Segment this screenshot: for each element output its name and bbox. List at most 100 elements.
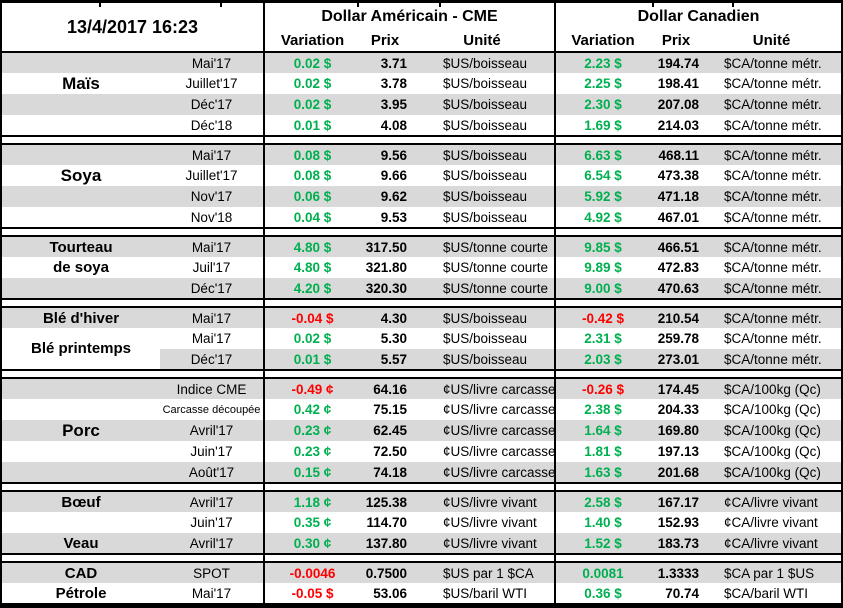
us-price-value: 4.30 [360,307,410,328]
ca-price-value: 468.11 [650,144,703,165]
table-row: Nov'17 0.06 $9.62 $US/boisseau 5.92 $471.18… [2,186,841,207]
ca-variation-value: 9.00 $ [554,278,651,299]
commodity-label: Soya [60,165,102,185]
contract-label: Déc'17 [160,349,264,370]
group-gap-cell [554,369,841,379]
ca-price-value: 197.13 [657,444,700,459]
commodity-label: Blé printemps [2,328,160,370]
ca-price-value: 214.03 [657,117,700,133]
us-price-value: 4.08 [380,117,407,133]
ca-price-value: 473.38 [657,168,700,183]
ca-unit-label: $CA/tonne métr. [724,331,822,346]
ca-unit-label: $CA/tonne métr. [702,52,841,73]
us-price-value: 72.50 [373,444,407,459]
table-row: Juin'17 0.35 ¢ 114.70 ¢US/livre vivant 1.40 … [2,512,841,533]
header-row-titles: 13/4/2017 16:23 Dollar Américain - CME D… [2,3,841,53]
us-variation-value: 4.80 $ [263,236,360,257]
usd-prix-header: Prix [360,30,410,53]
ca-unit-label: $CA/tonne métr. [702,186,841,207]
table-row: Tourteau Mai'17 4.80 $317.50 $US/tonne cour… [2,236,841,257]
us-unit-label: ¢US/livre vivant [410,533,556,554]
ca-unit-label: $CA/100kg (Qc) [702,462,841,483]
ca-price-value: 70.74 [665,586,700,601]
ca-unit-label: $CA/tonne métr. [724,209,822,225]
us-variation-value: 0.08 $ [263,144,360,165]
us-unit-label: $US/boisseau [410,94,556,115]
contract-label: Nov'17 [160,186,264,207]
group-gap-cell [554,135,841,145]
us-price-value: 125.38 [360,491,410,512]
contract-label: Août'17 [160,462,264,483]
us-unit-label: ¢US/livre carcasse [410,462,556,483]
table-row: Blé d'hiver Mai'17 -0.04 $4.30 $US/boisseau… [2,307,841,328]
ca-unit-label: $CA/tonne métr. [702,278,841,299]
ca-variation-value: 5.92 $ [554,186,651,207]
group-gap [2,369,841,379]
ca-price-value: 471.18 [650,186,703,207]
us-price-value: 9.53 [380,209,407,225]
us-price-value: 114.70 [366,515,407,530]
table-row: Août'17 0.15 ¢ 74.18 ¢US/livre carcasse 1.63… [2,462,841,483]
commodity-label: CAD [2,562,160,583]
table-row: Déc'17 4.20 $320.30 $US/tonne courte 9.00 $… [2,278,841,299]
commodity-label [2,115,160,136]
ca-price-value: 169.80 [650,420,703,441]
us-unit-label: ¢US/livre carcasse [443,402,556,417]
usd-section-title: Dollar Américain - CME [262,3,556,30]
ca-unit-label: $CA/tonne métr. [702,349,841,370]
ca-variation-value: 0.0081 [554,562,651,583]
ca-variation-value: 1.63 $ [554,462,651,483]
ca-variation-value: 1.40 $ [554,512,651,533]
us-variation-value: -0.05 $ [263,583,360,603]
ca-variation-value: 6.63 $ [554,144,651,165]
us-price-value: 5.57 [360,349,410,370]
group-gap-cell [262,227,556,237]
contract-label: SPOT [160,562,264,583]
table-row: Indice CME -0.49 ¢ 64.16 ¢US/livre carcasse… [2,378,841,399]
column-tick [99,3,101,7]
ca-price-value: 472.83 [657,260,700,275]
ca-unit-label: $CA/tonne métr. [702,94,841,115]
ca-unit-label: $CA/100kg (Qc) [724,402,821,417]
header-row-columns: Variation Prix Unité Variation Prix Unit… [2,30,841,53]
us-unit-label: $US/boisseau [443,117,528,133]
us-unit-label: ¢US/livre carcasse [410,420,556,441]
us-unit-label: $US/boisseau [443,76,528,91]
us-unit-label: $US/boisseau [443,331,528,346]
us-price-value: 137.80 [360,533,410,554]
us-unit-label: $US/baril WTI [443,586,528,601]
us-variation-value: 0.01 $ [263,349,360,370]
table-row: Carcasse découpée 0.42 ¢ 75.15 ¢US/livre ca… [2,399,841,420]
commodity-label [2,144,160,165]
us-variation-value: 0.02 $ [263,73,360,94]
ca-unit-label: $CA/tonne métr. [724,168,822,183]
group-gap [2,135,841,145]
group-gap-cell [554,298,841,308]
ca-unit-label: $CA/tonne métr. [724,76,822,91]
us-price-value: 3.95 [360,94,410,115]
us-variation-value: 0.02 $ [263,328,360,349]
group-gap-cell [262,369,556,379]
ca-variation-value: 9.85 $ [554,236,651,257]
ca-variation-value: 1.69 $ [554,115,651,136]
contract-label: Avril'17 [160,533,264,554]
column-tick [732,3,734,7]
us-unit-label: $US/boisseau [410,307,556,328]
us-variation-value: 4.80 $ [263,257,360,278]
us-price-value: 75.15 [373,402,407,417]
us-unit-label: ¢US/livre vivant [443,515,537,530]
us-unit-label: ¢US/livre vivant [410,491,556,512]
column-tick [652,3,654,7]
ca-price-value: 207.08 [650,94,703,115]
commodity-label: Maïs [62,73,100,93]
contract-label: Carcasse découpée [162,403,261,416]
group-gap-cell [262,553,556,563]
commodity-label [2,186,160,207]
group-gap-cell [262,135,556,145]
ca-variation-value: 4.92 $ [554,207,651,228]
contract-label: Juin'17 [190,444,233,459]
us-variation-value: 0.01 $ [263,115,360,136]
table-row: de soya Juil'17 4.80 $ 321.80 $US/tonne cour… [2,257,841,278]
us-variation-value: 0.06 $ [263,186,360,207]
